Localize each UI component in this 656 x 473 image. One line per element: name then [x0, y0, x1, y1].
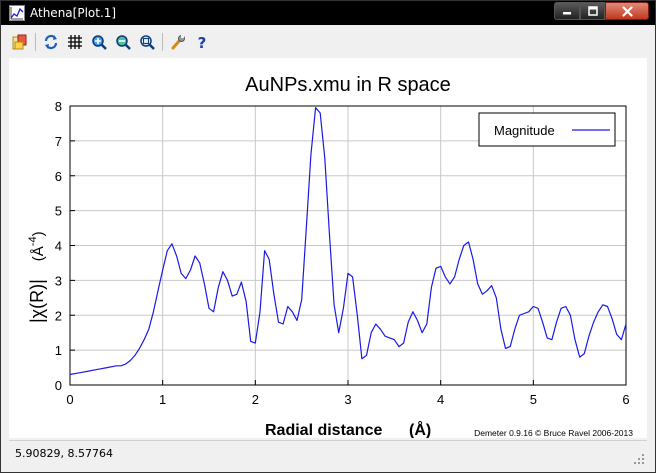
window-controls — [554, 2, 649, 20]
toolbar-separator — [35, 33, 36, 51]
x-tick-label: 2 — [252, 392, 259, 407]
y-tick-label: 2 — [55, 308, 62, 323]
minimize-icon — [563, 12, 571, 15]
close-button[interactable] — [605, 2, 649, 20]
help-button[interactable]: ? — [191, 31, 213, 53]
x-tick-label: 1 — [159, 392, 166, 407]
toolbar-separator — [162, 33, 163, 51]
x-tick-label: 3 — [344, 392, 351, 407]
refresh-button[interactable] — [40, 31, 62, 53]
open-folder-icon — [12, 34, 27, 50]
zoom-in-icon — [92, 35, 107, 50]
settings-button[interactable] — [167, 31, 189, 53]
x-tick-label: 4 — [437, 392, 444, 407]
grid-icon — [68, 35, 82, 49]
y-axis-unit: (Å — [30, 246, 47, 261]
zoom-fit-button[interactable] — [136, 31, 158, 53]
y-axis-label-main: |χ(R)| — [27, 279, 47, 323]
x-tick-label: 6 — [622, 392, 629, 407]
y-tick-label: 0 — [55, 378, 62, 393]
app-plot-icon — [9, 5, 25, 21]
window-title: Athena[Plot.1] — [30, 6, 117, 20]
x-tick-label: 0 — [66, 392, 73, 407]
zoom-fit-icon — [140, 35, 155, 50]
x-tick-label: 5 — [530, 392, 537, 407]
y-axis-unit-close: ) — [30, 231, 47, 236]
minimize-button[interactable] — [554, 2, 580, 20]
svg-text:?: ? — [198, 34, 207, 50]
credit-text: Demeter 0.9.16 © Bruce Ravel 2006-2013 — [474, 428, 633, 438]
zoom-out-icon — [116, 35, 131, 50]
chart-title: AuNPs.xmu in R space — [245, 74, 451, 96]
y-tick-label: 8 — [55, 99, 62, 114]
x-axis-label: Radial distance — [265, 422, 382, 438]
y-tick-label: 3 — [55, 273, 62, 288]
toolbar: ? — [9, 28, 647, 56]
help-icon: ? — [198, 34, 207, 50]
series-line-magnitude — [69, 107, 627, 376]
open-button[interactable] — [9, 31, 31, 53]
y-tick-label: 4 — [55, 239, 62, 254]
settings-wrench-icon — [171, 35, 185, 50]
y-tick-label: 7 — [55, 134, 62, 149]
maximize-button[interactable] — [580, 2, 605, 20]
chart: 0 1 2 3 4 5 6 0 1 2 3 4 5 6 7 8 AuNPs.xmu in R space Radi… — [27, 74, 633, 439]
status-bar: 5.90829, 8.57764 — [9, 440, 647, 467]
plot-area[interactable]: 0 1 2 3 4 5 6 0 1 2 3 4 5 6 7 8 AuNPs.xmu in R space Radi… — [9, 58, 647, 439]
resize-grip-icon[interactable] — [633, 453, 645, 465]
legend-label: Magnitude — [494, 123, 555, 138]
close-icon — [621, 5, 633, 17]
refresh-icon — [44, 34, 58, 50]
y-axis-unit-exponent: -4 — [27, 236, 39, 246]
y-tick-label: 6 — [55, 169, 62, 184]
y-tick-label: 5 — [55, 204, 62, 219]
y-axis-label: |χ(R)| (Å-4) — [27, 231, 47, 323]
title-bar[interactable]: Athena[Plot.1] — [1, 1, 655, 25]
zoom-in-button[interactable] — [88, 31, 110, 53]
maximize-icon — [587, 6, 598, 16]
zoom-out-button[interactable] — [112, 31, 134, 53]
cursor-coordinates: 5.90829, 8.57764 — [15, 447, 113, 460]
y-tick-label: 1 — [55, 343, 62, 358]
grid-button[interactable] — [64, 31, 86, 53]
x-axis-unit: (Å) — [409, 420, 431, 438]
